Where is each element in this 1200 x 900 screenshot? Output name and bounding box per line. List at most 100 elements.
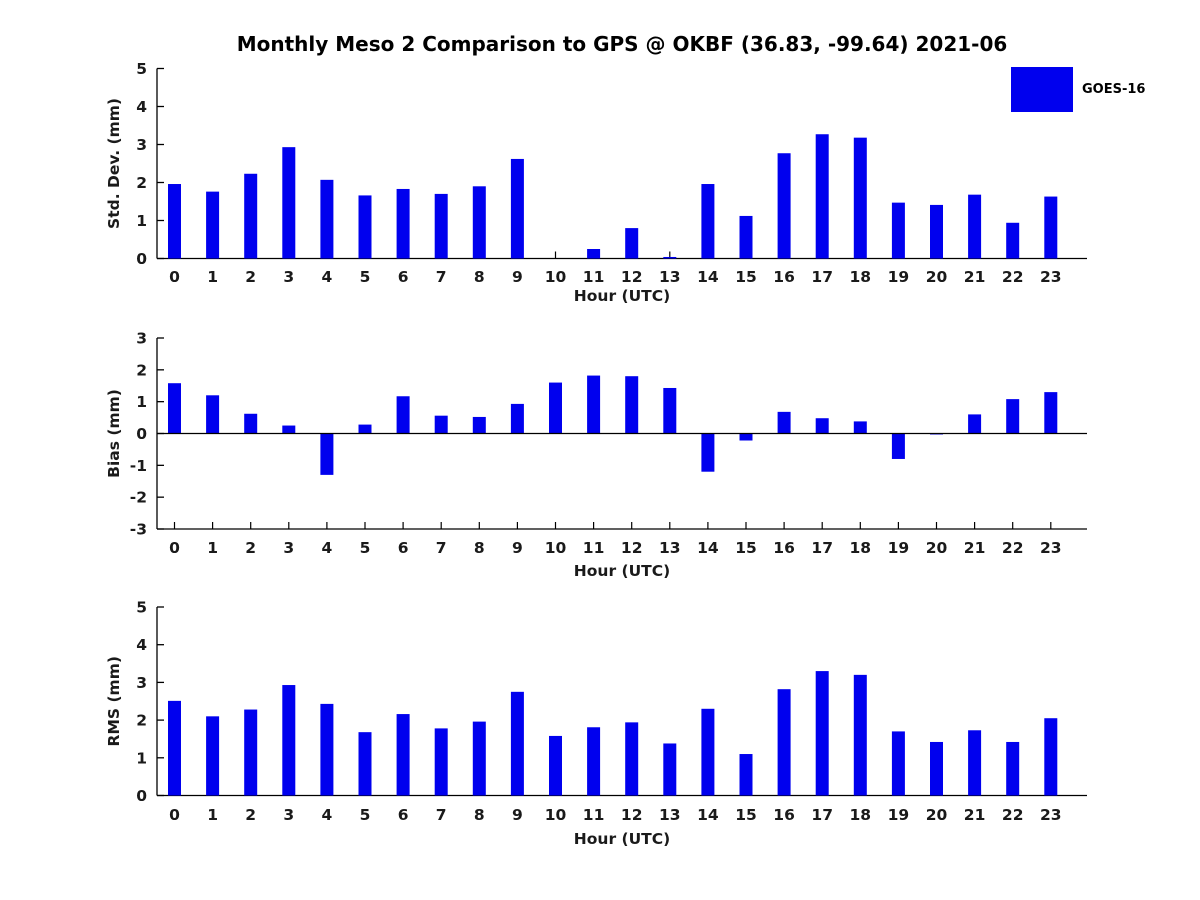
bar bbox=[1006, 741, 1020, 796]
bar bbox=[168, 383, 181, 434]
bar bbox=[244, 413, 258, 434]
x-tick-label: 12 bbox=[621, 539, 643, 557]
x-tick-label: 1 bbox=[207, 539, 218, 557]
y-tick-label: 1 bbox=[136, 212, 147, 230]
bar bbox=[282, 685, 296, 796]
bar bbox=[777, 411, 791, 434]
bar bbox=[777, 689, 791, 796]
bar bbox=[663, 256, 677, 259]
bar bbox=[168, 184, 181, 259]
y-tick-label: 2 bbox=[136, 361, 147, 379]
x-tick-label: 15 bbox=[735, 268, 757, 286]
x-tick-label: 10 bbox=[545, 539, 567, 557]
y-tick-label: -3 bbox=[130, 521, 147, 539]
y-tick-label: 3 bbox=[136, 136, 147, 154]
y-tick-label: -2 bbox=[130, 489, 147, 507]
bar bbox=[320, 433, 334, 475]
bar bbox=[663, 387, 677, 434]
bar bbox=[320, 703, 334, 796]
bar bbox=[1044, 196, 1058, 259]
x-tick-label: 15 bbox=[735, 539, 757, 557]
x-tick-label: 16 bbox=[773, 806, 795, 824]
x-tick-label: 17 bbox=[811, 806, 833, 824]
bar bbox=[510, 158, 524, 259]
bar bbox=[891, 202, 905, 259]
x-tick-label: 15 bbox=[735, 806, 757, 824]
y-tick-label: 4 bbox=[136, 636, 147, 654]
x-tick-label: 1 bbox=[207, 268, 218, 286]
x-tick-label: 10 bbox=[545, 268, 567, 286]
x-tick-label: 17 bbox=[811, 539, 833, 557]
bar bbox=[1006, 222, 1020, 259]
bar bbox=[510, 403, 524, 434]
y-tick-label: 0 bbox=[136, 250, 147, 268]
x-tick-label: 14 bbox=[697, 539, 719, 557]
x-tick-label: 1 bbox=[207, 806, 218, 824]
x-tick-label: 22 bbox=[1002, 806, 1024, 824]
bar bbox=[853, 137, 867, 259]
x-tick-label: 20 bbox=[926, 268, 948, 286]
y-tick-label: -1 bbox=[130, 457, 147, 475]
x-tick-label: 16 bbox=[773, 268, 795, 286]
x-tick-label: 4 bbox=[322, 539, 333, 557]
x-tick-label: 10 bbox=[545, 806, 567, 824]
bar bbox=[320, 179, 334, 259]
bar bbox=[663, 743, 677, 796]
bar bbox=[1006, 399, 1020, 434]
legend: GOES-16 bbox=[1011, 67, 1145, 112]
bar bbox=[701, 184, 715, 259]
bar bbox=[930, 204, 943, 259]
x-tick-label: 6 bbox=[398, 806, 409, 824]
bar bbox=[853, 674, 867, 796]
bar bbox=[1044, 718, 1058, 796]
y-tick-label: 3 bbox=[136, 330, 147, 348]
x-tick-label: 12 bbox=[621, 806, 643, 824]
y-tick-label: 3 bbox=[136, 674, 147, 692]
figure-title: Monthly Meso 2 Comparison to GPS @ OKBF … bbox=[236, 32, 1008, 56]
x-tick-label: 13 bbox=[659, 539, 681, 557]
bar bbox=[587, 249, 601, 259]
x-tick-label: 23 bbox=[1040, 806, 1062, 824]
x-tick-label: 5 bbox=[360, 806, 371, 824]
x-tick-label: 20 bbox=[926, 806, 948, 824]
y-tick-label: 2 bbox=[136, 712, 147, 730]
bar bbox=[244, 173, 258, 259]
x-tick-label: 8 bbox=[474, 806, 485, 824]
bar bbox=[510, 691, 524, 796]
x-tick-label: 21 bbox=[964, 539, 986, 557]
x-tick-label: 0 bbox=[169, 539, 180, 557]
x-axis-label: Hour (UTC) bbox=[574, 287, 670, 305]
bar bbox=[891, 731, 905, 796]
y-axis-label: RMS (mm) bbox=[105, 656, 123, 746]
x-tick-label: 13 bbox=[659, 806, 681, 824]
x-tick-label: 11 bbox=[583, 806, 605, 824]
x-tick-label: 16 bbox=[773, 539, 795, 557]
x-tick-label: 7 bbox=[436, 806, 447, 824]
x-tick-label: 3 bbox=[283, 539, 294, 557]
bar bbox=[549, 735, 562, 796]
bar bbox=[434, 415, 448, 434]
x-axis-label: Hour (UTC) bbox=[574, 830, 670, 848]
bar bbox=[472, 186, 486, 259]
bar bbox=[891, 433, 905, 459]
legend-swatch-goes16 bbox=[1011, 67, 1073, 112]
x-tick-label: 22 bbox=[1002, 268, 1024, 286]
bar bbox=[625, 228, 639, 259]
bar bbox=[625, 722, 639, 796]
x-tick-label: 11 bbox=[583, 539, 605, 557]
bar bbox=[168, 700, 181, 796]
bar bbox=[968, 730, 982, 796]
x-tick-label: 9 bbox=[512, 539, 523, 557]
x-tick-label: 19 bbox=[888, 806, 910, 824]
bar bbox=[206, 395, 220, 434]
x-tick-label: 11 bbox=[583, 268, 605, 286]
x-tick-label: 18 bbox=[850, 268, 872, 286]
bar bbox=[472, 721, 486, 796]
bar bbox=[206, 191, 220, 259]
bar bbox=[815, 671, 829, 796]
bar bbox=[739, 433, 753, 441]
x-tick-label: 4 bbox=[322, 268, 333, 286]
bar bbox=[815, 418, 829, 434]
